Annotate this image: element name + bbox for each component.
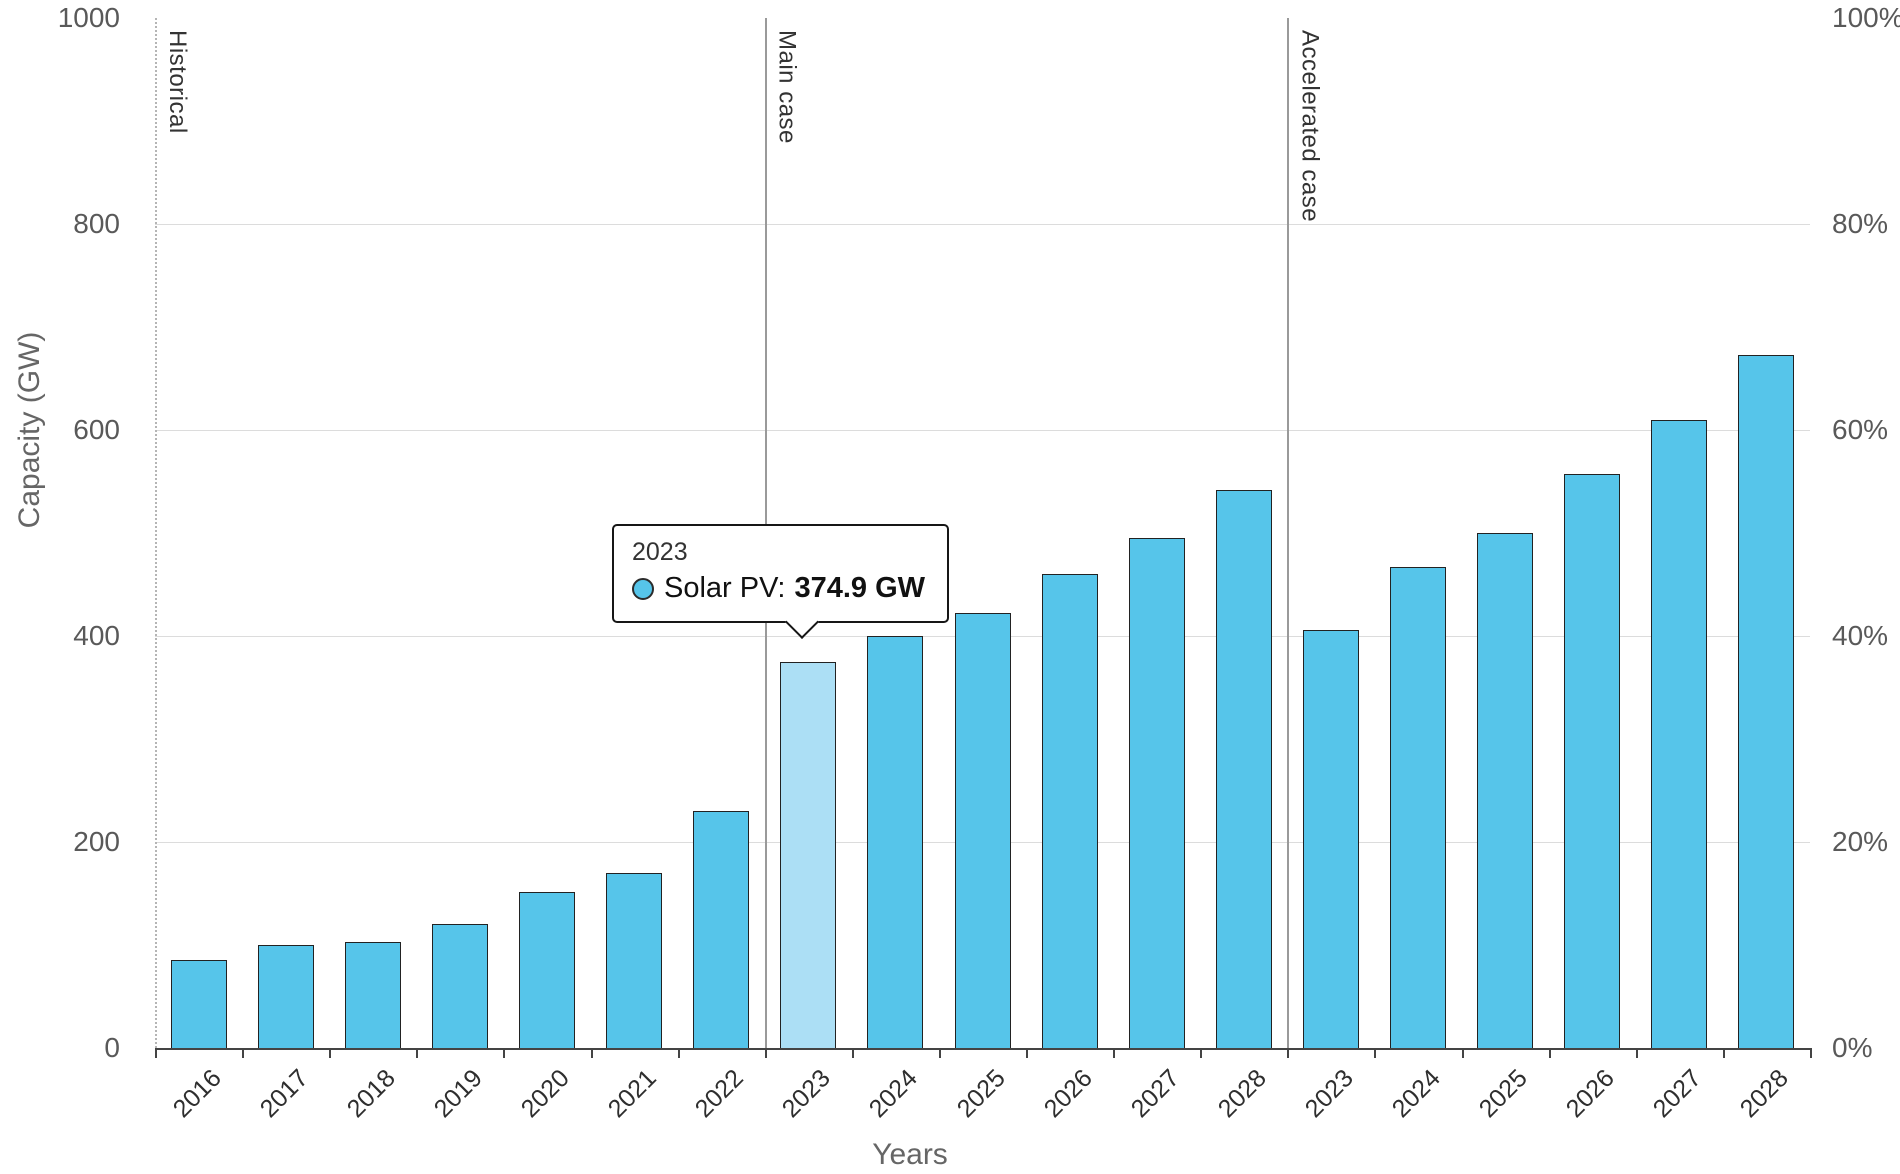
x-axis-title: Years [872,1138,948,1171]
series-marker-icon [632,577,654,600]
bar-2027[interactable] [1128,538,1185,1048]
right-axis-tick-label: 60% [1832,414,1889,445]
bar-2022[interactable] [693,811,750,1048]
x-axis-tick-label: 2016 [167,1064,227,1124]
section-label: Historical [164,30,191,134]
x-axis-tick-label: 2023 [1299,1064,1359,1124]
bar-2016[interactable] [170,960,227,1048]
bar-2018[interactable] [344,941,401,1048]
bar-2023[interactable] [1302,629,1359,1048]
x-axis-tick-label: 2019 [428,1064,488,1124]
x-axis-tick-label: 2027 [1647,1064,1708,1124]
x-axis-tick-label: 2028 [1212,1064,1272,1124]
y-axis-tick-label: 200 [73,826,120,857]
tooltip-value: 374.9 GW [794,572,925,604]
bar-2020[interactable] [518,892,575,1048]
bars-layer [155,18,1810,1048]
bar-2028[interactable] [1215,489,1272,1048]
section-divider [155,18,157,1048]
section-divider [1287,18,1290,1048]
x-axis-tick-label: 2025 [1473,1064,1533,1124]
x-axis-tick-label: 2021 [602,1064,662,1124]
x-axis-tick [1810,1048,1812,1058]
bar-2023[interactable] [780,661,837,1048]
bar-2026[interactable] [1041,574,1098,1048]
bar-2025[interactable] [1477,533,1534,1048]
tooltip: 2023 Solar PV: 374.9 GW [612,524,949,639]
gridline [155,430,1810,431]
bar-2024[interactable] [867,636,924,1048]
right-axis-tick-label: 20% [1832,826,1889,857]
bar-2026[interactable] [1564,474,1621,1048]
bar-2019[interactable] [431,924,488,1048]
y-axis-title: Capacity (GW) [13,331,46,529]
right-axis-tick-label: 80% [1832,208,1889,239]
x-axis-tick-label: 2024 [1386,1064,1446,1124]
bar-2028[interactable] [1738,354,1795,1048]
gridline [155,224,1810,225]
x-axis-tick-label: 2028 [1735,1064,1795,1124]
right-axis-tick-label: 0% [1832,1032,1873,1063]
plot-area: Historical Main case Accelerated case [155,18,1810,1050]
tooltip-row: Solar PV: 374.9 GW [632,572,925,605]
x-axis-tick-label: 2027 [1125,1064,1185,1124]
tooltip-year: 2023 [632,538,688,566]
y-axis-tick-label: 1000 [57,2,120,33]
bar-2017[interactable] [257,945,314,1048]
right-axis-tick-label: 40% [1832,620,1889,651]
x-axis-tick-label: 2022 [689,1064,749,1124]
x-axis-tick-label: 2026 [1560,1064,1621,1124]
y-axis-tick-label: 800 [73,208,120,239]
y-axis-tick-label: 400 [73,620,120,651]
bar-2025[interactable] [954,613,1011,1048]
tooltip-series-label: Solar PV: [664,572,786,604]
section-label: Accelerated case [1296,30,1324,223]
x-axis-tick-label: 2026 [1038,1064,1098,1124]
right-axis-tick-label: 100% [1832,2,1900,33]
bar-2027[interactable] [1651,419,1708,1048]
section-label: Main case [773,30,801,144]
x-axis-tick-label: 2023 [776,1064,837,1124]
x-axis-tick-label: 2020 [515,1064,575,1124]
x-axis-tick-label: 2017 [254,1064,314,1124]
x-axis-tick-label: 2018 [341,1064,401,1124]
bar-2024[interactable] [1390,567,1447,1048]
y-axis-tick-label: 0 [104,1032,120,1063]
bar-2021[interactable] [606,872,663,1048]
